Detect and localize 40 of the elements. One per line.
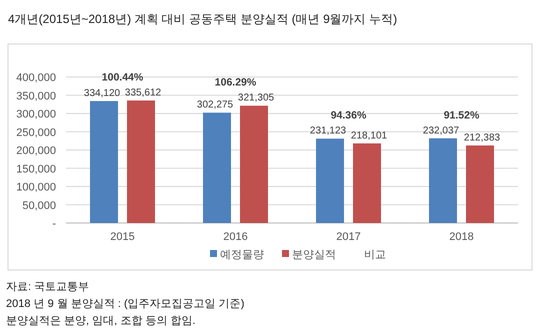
y-tick-label: - <box>52 218 56 230</box>
y-tick-label: 50,000 <box>22 200 56 212</box>
bar <box>127 100 155 223</box>
text: 2018 년 9 월 분양실적 : (입주자모집공고일 기준) <box>6 298 244 310</box>
bar <box>466 145 494 223</box>
data-label: 302,275 <box>196 100 234 111</box>
x-tick-label: 2018 <box>449 231 474 243</box>
text: 분양실적은 분양, 임대, 조합 등의 합임. <box>6 315 196 327</box>
y-tick-label: 400,000 <box>16 72 56 84</box>
x-tick-label: 2016 <box>223 231 248 243</box>
y-tick-label: 250,000 <box>16 126 56 139</box>
data-label: 335,612 <box>124 88 162 98</box>
bar <box>429 138 457 223</box>
data-label: 232,037 <box>422 125 460 136</box>
y-tick-label: 350,000 <box>16 90 56 102</box>
data-label: 212,383 <box>464 132 501 144</box>
bar <box>353 143 381 223</box>
data-label: 218,101 <box>350 130 388 142</box>
bar <box>203 112 231 223</box>
data-label: 231,123 <box>310 126 347 137</box>
y-tick-label: 100,000 <box>16 182 56 194</box>
annotation: 100.44% <box>102 72 144 84</box>
y-tick-label: 300,000 <box>16 108 56 120</box>
annotation: 94.36% <box>330 110 367 122</box>
y-tick-label: 200,000 <box>16 145 56 157</box>
bar <box>240 106 268 223</box>
chart-title: 4개년(2015년~2018년) 계획 대비 공동주택 분양실적 (매년 9월까지 누적) <box>8 12 398 26</box>
text: 비교 <box>364 249 386 261</box>
data-label: 334,120 <box>84 88 121 100</box>
data-label: 321,305 <box>238 92 275 104</box>
bar <box>316 138 344 223</box>
annotation: 106.29% <box>214 76 257 89</box>
x-tick-label: 2017 <box>336 231 361 243</box>
legend-label: 분양실적 <box>292 249 336 261</box>
y-tick-label: 150,000 <box>16 163 56 176</box>
annotation: 91.52% <box>444 109 480 122</box>
x-tick-label: 2015 <box>110 231 135 243</box>
text: 자료: 국토교통부 <box>6 281 90 293</box>
legend-label: 예정물량 <box>220 249 264 261</box>
bar <box>90 101 118 223</box>
